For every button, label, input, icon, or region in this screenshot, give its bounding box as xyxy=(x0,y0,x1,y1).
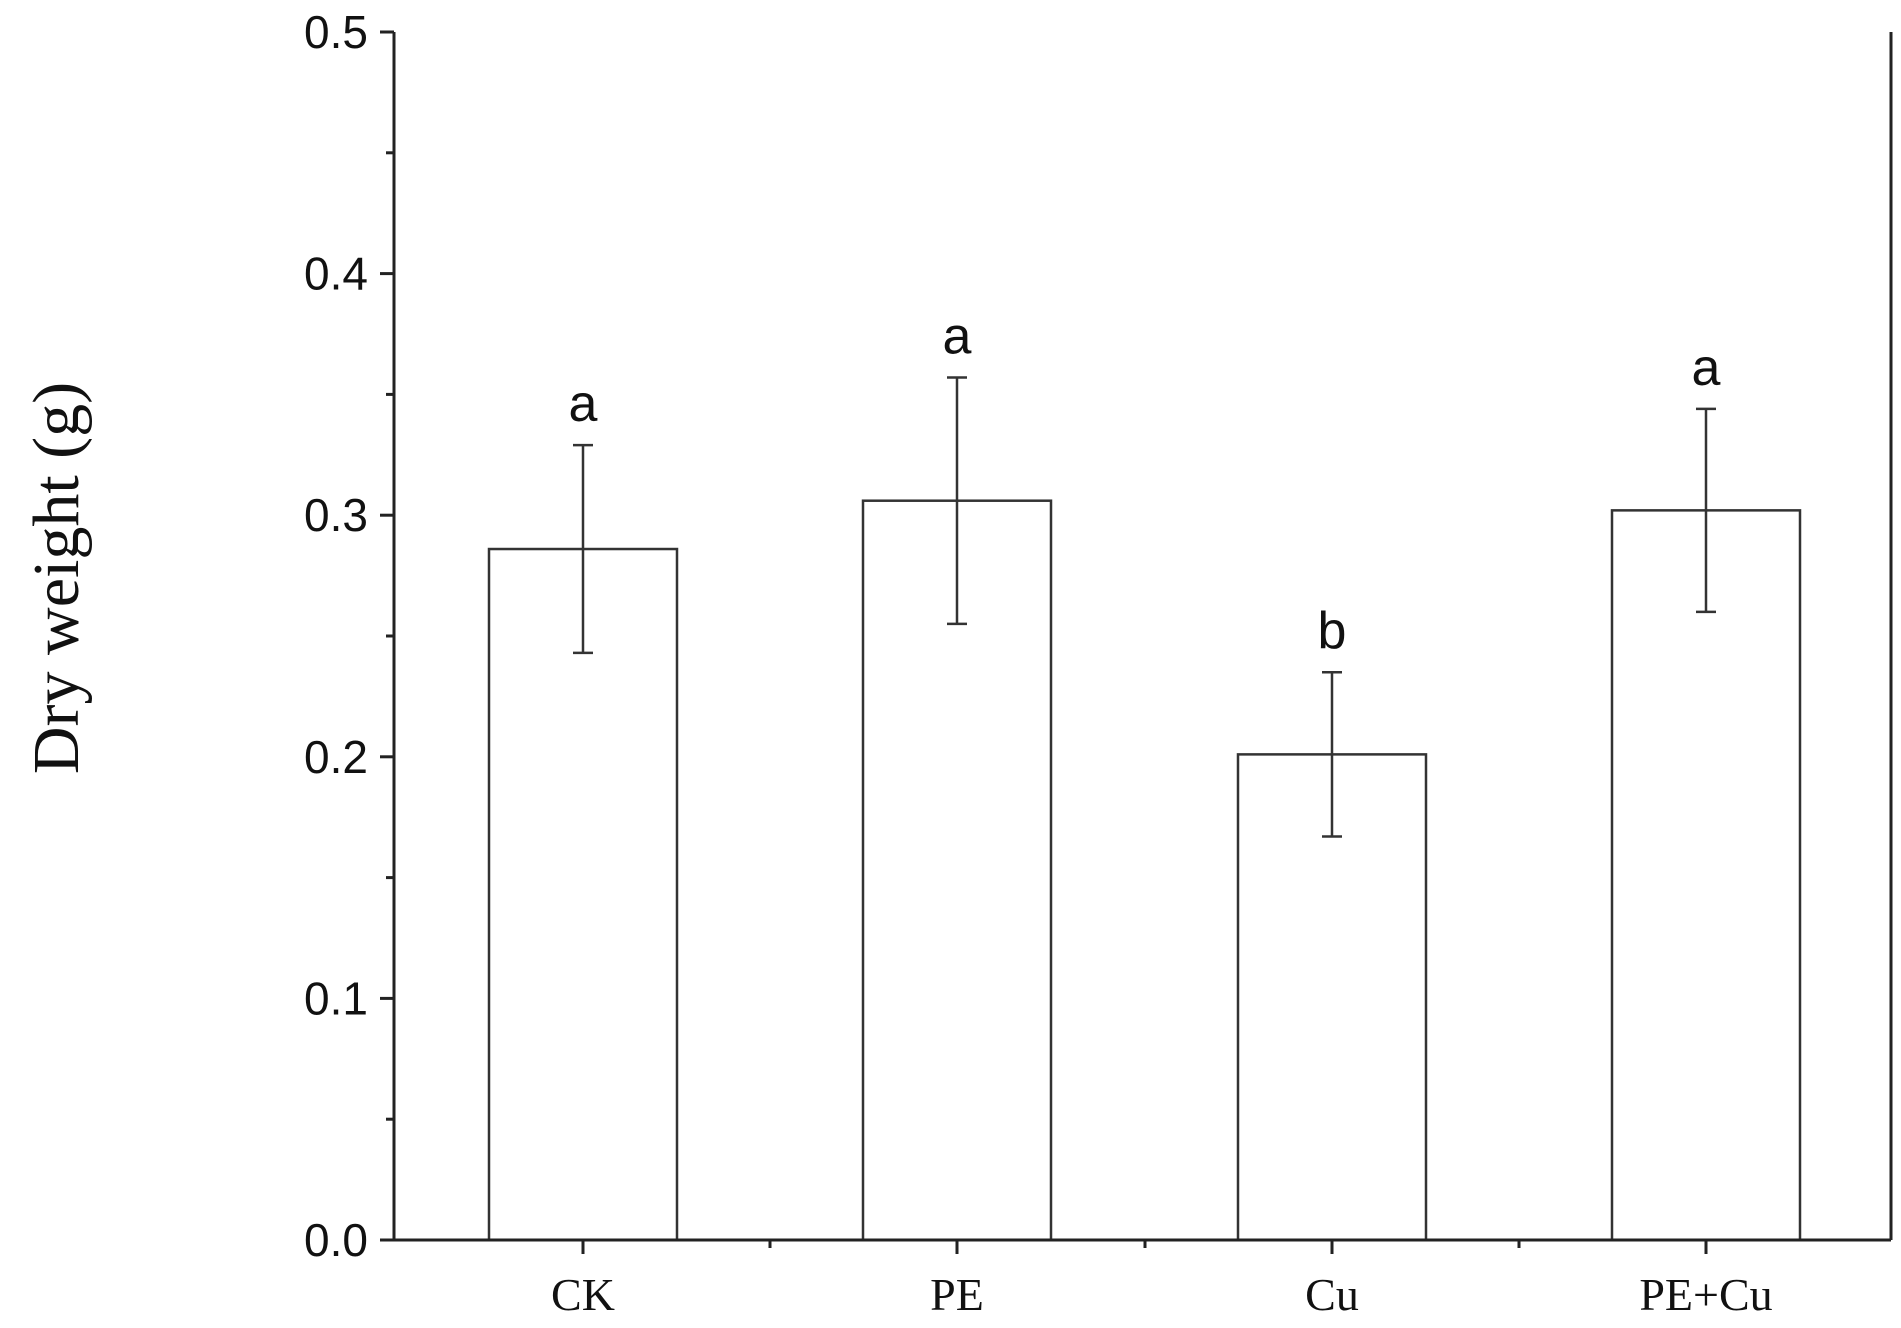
bars-layer: a a b a xyxy=(487,307,1802,1242)
y-tick-label: 0.2 xyxy=(304,731,368,783)
x-tick-label: Cu xyxy=(1305,1269,1359,1320)
bar-pe-cu xyxy=(1610,509,1802,1242)
y-tick-label: 0.4 xyxy=(304,248,368,300)
significance-label: a xyxy=(569,375,598,433)
significance-label: b xyxy=(1318,602,1347,660)
axes-layer: 0.0 0.1 0.2 0.3 0.4 0.5 CK PE Cu PE+Cu xyxy=(304,6,1893,1320)
bar-ck xyxy=(487,547,679,1242)
significance-label: a xyxy=(1692,339,1721,397)
y-axis-label: Dry weight (g) xyxy=(20,382,93,774)
significance-label: a xyxy=(943,307,972,365)
y-tick-label: 0.1 xyxy=(304,972,368,1024)
y-tick-label: 0.5 xyxy=(304,6,368,58)
y-tick-label: 0.0 xyxy=(304,1214,368,1266)
x-tick-label: CK xyxy=(551,1269,615,1320)
y-tick-label: 0.3 xyxy=(304,489,368,541)
x-tick-label: PE+Cu xyxy=(1639,1269,1772,1320)
x-tick-label: PE xyxy=(930,1269,984,1320)
